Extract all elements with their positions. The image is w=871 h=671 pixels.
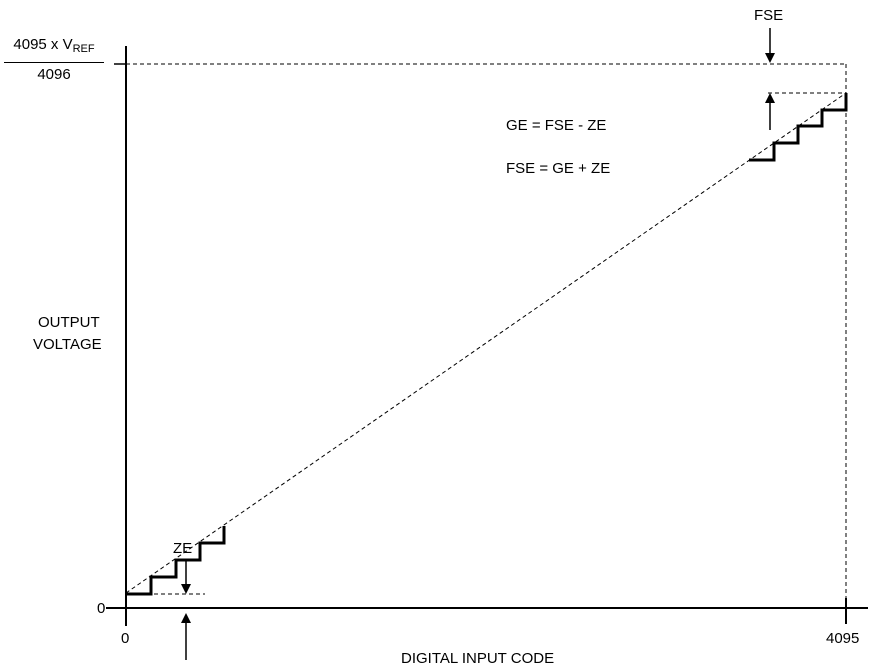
- full-scale-voltage-label: 4095 x VREF 4096: [4, 36, 104, 83]
- equation-fse: FSE = GE + ZE: [506, 160, 611, 177]
- fraction-bar: [4, 62, 104, 63]
- full-scale-numerator: 4095 x VREF: [4, 36, 104, 58]
- lower-staircase: [126, 526, 226, 596]
- x-end-label: 4095: [826, 630, 860, 647]
- x-axis-title: DIGITAL INPUT CODE: [401, 650, 555, 667]
- full-scale-denominator: 4096: [37, 66, 71, 83]
- y-axis-title-line2: VOLTAGE: [33, 336, 102, 353]
- numerator-main-text: 4095 x V: [13, 36, 73, 53]
- transfer-dashed-line: [125, 92, 847, 594]
- equation-ge: GE = FSE - ZE: [506, 117, 607, 134]
- y-zero-label: 0: [97, 600, 106, 617]
- upper-staircase: [749, 93, 848, 162]
- fse-label: FSE: [754, 7, 784, 24]
- y-axis-title-line1: OUTPUT: [38, 314, 100, 331]
- x-start-label: 0: [121, 630, 130, 647]
- ze-label: ZE: [173, 540, 193, 557]
- vref-subscript: REF: [72, 43, 95, 55]
